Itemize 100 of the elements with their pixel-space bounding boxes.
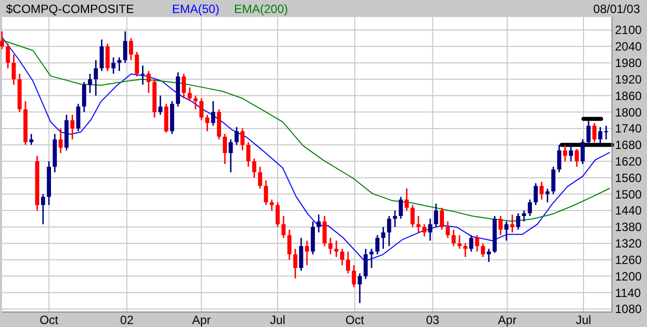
candlestick [557, 144, 562, 173]
candlestick [100, 38, 104, 72]
candlestick [111, 56, 116, 74]
candlestick [304, 240, 310, 266]
candlestick [563, 144, 568, 162]
candlestick [364, 248, 368, 280]
candlestick [188, 86, 192, 102]
candlestick [322, 215, 327, 247]
candlestick [70, 114, 74, 140]
candlestick [58, 128, 63, 154]
candlestick [428, 218, 432, 242]
candlestick [486, 248, 491, 263]
y-tick-label: 1500 [615, 187, 642, 202]
chart-title: $COMPQ-COMPOSITE [6, 2, 134, 16]
candlestick [340, 248, 344, 266]
x-tick-label: Jul [576, 313, 592, 327]
candlestick [252, 158, 256, 178]
y-tick-label: 1920 [615, 72, 642, 86]
candlestick [258, 166, 262, 190]
candlestick [246, 141, 250, 168]
candlestick [134, 51, 139, 78]
y-tick-label: 1080 [615, 302, 642, 316]
candlestick [452, 228, 456, 247]
candlestick [158, 94, 162, 116]
candlestick [41, 193, 46, 225]
candlestick [387, 215, 392, 247]
candlestick [12, 54, 16, 86]
candlestick [586, 119, 591, 146]
candlestick [146, 70, 151, 94]
candlestick [6, 42, 10, 69]
candlestick [469, 234, 474, 252]
candlestick [211, 100, 216, 126]
y-tick-label: 1140 [615, 286, 642, 300]
candlestick [446, 220, 450, 239]
y-tick-label: 2100 [615, 23, 642, 38]
candlestick [369, 248, 374, 269]
candlestick [106, 42, 110, 72]
x-tick-label: Apr [192, 313, 211, 327]
y-tick-label: 1440 [615, 204, 642, 218]
y-tick-label: 2040 [615, 40, 642, 54]
candlestick [375, 234, 380, 255]
candlestick [199, 98, 204, 121]
y-tick-label: 1740 [615, 122, 642, 136]
candlestick [434, 202, 438, 228]
candlestick [580, 138, 585, 165]
candlestick [94, 59, 98, 96]
candlestick [551, 166, 556, 195]
y-tick-label: 1980 [615, 56, 642, 70]
x-tick-label: Oct [40, 313, 59, 327]
candlestick [422, 224, 426, 238]
candlestick [540, 181, 544, 200]
y-tick-label: 1320 [615, 236, 642, 251]
y-tick-label: 1200 [615, 269, 642, 284]
candlestick [416, 215, 420, 234]
x-tick-label: 02 [120, 313, 134, 327]
candlestick [504, 220, 508, 242]
candlestick [287, 228, 292, 260]
candlestick [498, 215, 503, 236]
candlestick [234, 126, 239, 146]
candlestick [299, 237, 304, 272]
candlestick [510, 214, 514, 234]
candlestick [117, 56, 122, 72]
text: EMA(50) [172, 2, 220, 16]
candlestick [346, 250, 350, 274]
candlestick [205, 114, 210, 132]
candlestick [440, 207, 444, 230]
candlestick [264, 180, 268, 206]
candlestick [123, 30, 128, 64]
y-tick-label: 1620 [615, 154, 642, 168]
candlestick [480, 242, 486, 258]
candlestick [281, 215, 286, 239]
candlestick [240, 128, 245, 152]
x-tick-label: Apr [498, 313, 517, 327]
candlestick [82, 81, 86, 113]
candlestick [140, 64, 145, 86]
chart-subtitle: 08/01/03 [593, 2, 640, 16]
y-tick-label: 1860 [615, 88, 642, 103]
candlestick [0, 30, 4, 50]
candlestick [410, 204, 415, 228]
candlestick [381, 226, 386, 250]
y-tick-label: 1260 [615, 252, 642, 267]
text: EMA(200) [234, 2, 288, 16]
candlestick [534, 182, 538, 206]
x-tick-label: Oct [345, 313, 365, 327]
y-tick-label: 1680 [615, 138, 642, 152]
candlestick [276, 202, 280, 228]
candlestick [475, 234, 480, 252]
line-series [2, 40, 610, 222]
candlestick [404, 188, 409, 212]
candlestick [592, 122, 596, 143]
candlestick [293, 248, 298, 280]
candlestick [228, 138, 233, 173]
candlestick [88, 73, 92, 94]
candlestick [463, 242, 468, 258]
candlestick [398, 196, 403, 220]
candlestick [528, 198, 532, 217]
y-tick-label: 1800 [615, 105, 642, 120]
candlestick [182, 73, 186, 100]
y-tick-label: 1560 [615, 170, 642, 185]
candlestick [316, 214, 321, 234]
